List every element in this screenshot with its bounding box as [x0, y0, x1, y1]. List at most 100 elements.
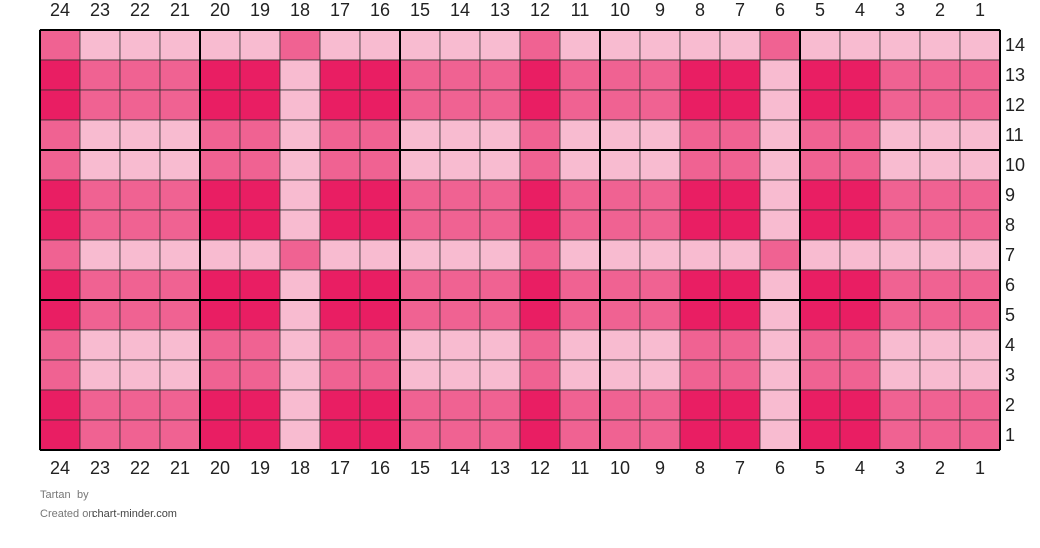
- cell: [839, 119, 881, 151]
- cell: [119, 329, 161, 361]
- cell: [359, 239, 401, 271]
- cell: [959, 209, 1001, 241]
- cell: [559, 209, 601, 241]
- cell: [399, 359, 441, 391]
- cell: [399, 239, 441, 271]
- cell: [919, 269, 961, 301]
- cell: [39, 179, 81, 211]
- column-label-bottom: 7: [735, 458, 745, 478]
- cell: [39, 329, 81, 361]
- row-label: 6: [1005, 275, 1015, 295]
- cell: [839, 359, 881, 391]
- cell: [119, 269, 161, 301]
- cell: [359, 29, 401, 61]
- cell: [119, 149, 161, 181]
- cell: [79, 89, 121, 121]
- cell: [39, 269, 81, 301]
- cell: [39, 209, 81, 241]
- cell: [679, 389, 721, 421]
- cell: [239, 149, 281, 181]
- cell: [879, 209, 921, 241]
- cell: [719, 179, 761, 211]
- cell: [479, 179, 521, 211]
- cell: [919, 59, 961, 91]
- cell: [599, 89, 641, 121]
- cell: [879, 359, 921, 391]
- cell: [799, 179, 841, 211]
- cell: [639, 89, 681, 121]
- cell: [839, 209, 881, 241]
- cell: [519, 59, 561, 91]
- cell: [519, 269, 561, 301]
- column-label-bottom: 10: [610, 458, 630, 478]
- cell: [919, 329, 961, 361]
- cell: [879, 149, 921, 181]
- cell: [479, 239, 521, 271]
- cell: [239, 359, 281, 391]
- cell: [599, 149, 641, 181]
- column-label-top: 21: [170, 0, 190, 20]
- cell: [959, 119, 1001, 151]
- cell: [359, 269, 401, 301]
- cell: [39, 359, 81, 391]
- cell: [679, 89, 721, 121]
- row-label: 12: [1005, 95, 1025, 115]
- footer-by: by: [77, 489, 89, 501]
- column-label-bottom: 9: [655, 458, 665, 478]
- row-label: 11: [1005, 125, 1024, 145]
- cell: [799, 59, 841, 91]
- cell: [559, 119, 601, 151]
- column-label-bottom: 18: [290, 458, 310, 478]
- cell: [679, 149, 721, 181]
- cell: [879, 239, 921, 271]
- cell: [879, 389, 921, 421]
- cell: [279, 89, 321, 121]
- cell: [399, 269, 441, 301]
- cell: [479, 89, 521, 121]
- cell: [519, 239, 561, 271]
- cell: [119, 89, 161, 121]
- cell: [319, 359, 361, 391]
- cell: [559, 149, 601, 181]
- cell: [319, 29, 361, 61]
- cell: [639, 59, 681, 91]
- cell: [519, 119, 561, 151]
- cell: [39, 149, 81, 181]
- column-label-top: 13: [490, 0, 510, 20]
- cell: [359, 89, 401, 121]
- cell: [159, 29, 201, 61]
- column-label-top: 11: [571, 0, 590, 20]
- cell: [759, 299, 801, 331]
- column-label-bottom: 6: [775, 458, 785, 478]
- cell: [759, 119, 801, 151]
- column-label-top: 6: [775, 0, 785, 20]
- cell: [959, 239, 1001, 271]
- cell: [719, 359, 761, 391]
- cell: [279, 359, 321, 391]
- cell: [319, 239, 361, 271]
- cell: [199, 239, 241, 271]
- cell: [519, 329, 561, 361]
- column-label-top: 1: [975, 0, 985, 20]
- column-label-top: 7: [735, 0, 745, 20]
- column-label-bottom: 14: [450, 458, 470, 478]
- cell: [679, 359, 721, 391]
- cell: [759, 359, 801, 391]
- cell: [639, 179, 681, 211]
- cell: [199, 89, 241, 121]
- cell: [279, 269, 321, 301]
- column-label-top: 15: [410, 0, 430, 20]
- cell: [599, 419, 641, 451]
- cell: [879, 89, 921, 121]
- cell: [679, 269, 721, 301]
- column-label-bottom: 16: [370, 458, 390, 478]
- cell: [39, 29, 81, 61]
- cell: [479, 119, 521, 151]
- cell: [879, 119, 921, 151]
- row-label: 14: [1005, 35, 1025, 55]
- cell: [919, 359, 961, 391]
- cell: [959, 59, 1001, 91]
- column-label-bottom: 23: [90, 458, 110, 478]
- cell: [359, 149, 401, 181]
- footer-site: chart-minder.com: [92, 508, 177, 520]
